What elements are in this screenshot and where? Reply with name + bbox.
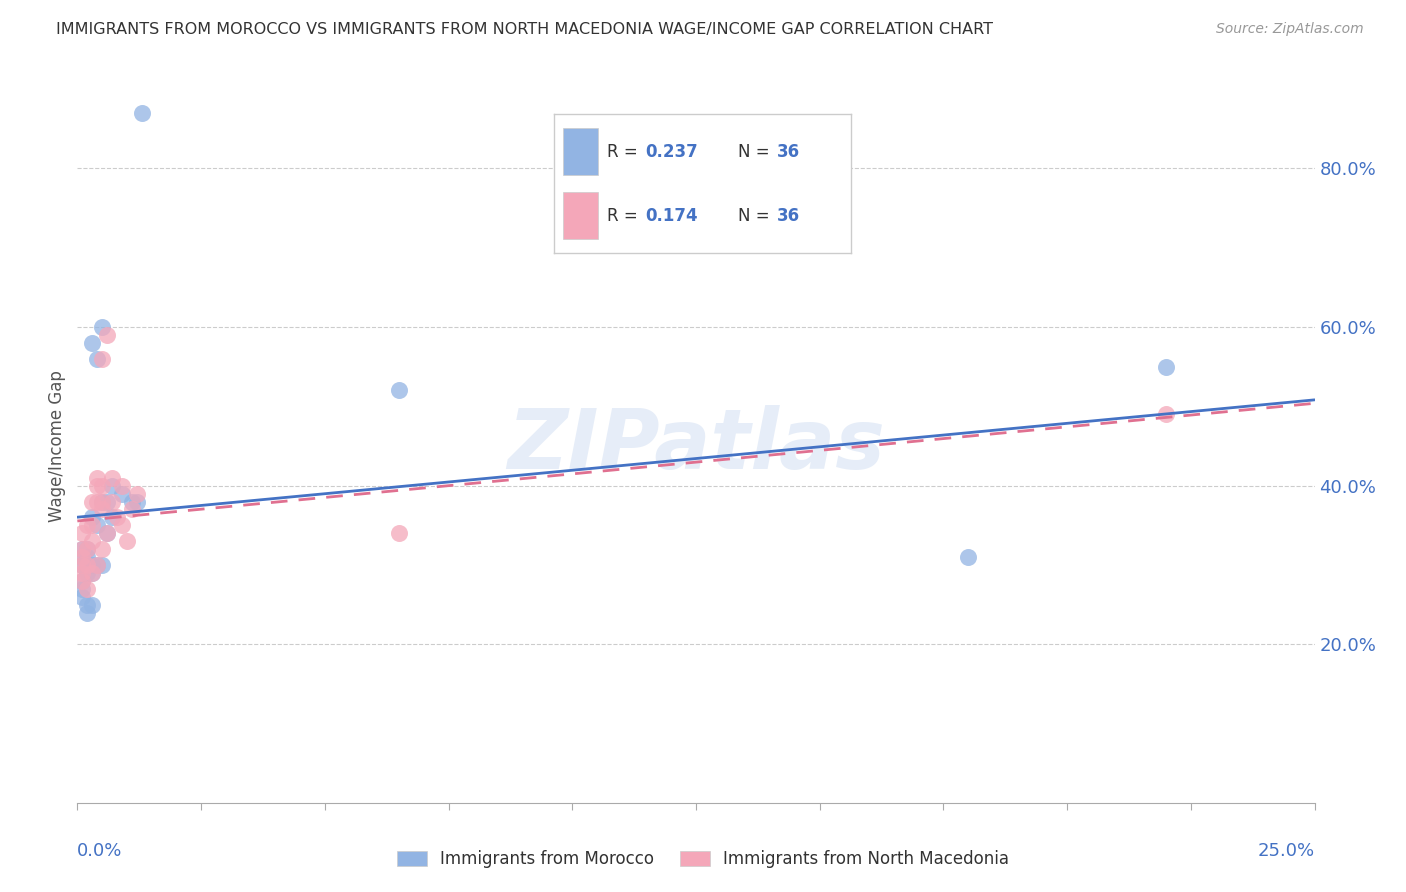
Point [388, 384, 411, 398]
Point [76, 518, 98, 533]
Point [86, 518, 108, 533]
Point [86, 494, 108, 508]
Point [111, 518, 134, 533]
Point [91, 542, 114, 557]
Point [76, 558, 98, 572]
Point [72, 574, 94, 588]
Point [125, 494, 148, 508]
Point [101, 471, 124, 485]
Point [82, 534, 104, 549]
Point [957, 549, 980, 564]
Point [1154, 407, 1177, 421]
Point [72, 542, 94, 557]
Point [76, 549, 98, 564]
Point [72, 526, 94, 541]
Point [72, 566, 94, 580]
Point [125, 486, 148, 500]
Point [82, 566, 104, 580]
Point [101, 510, 124, 524]
Point [96, 328, 118, 343]
Point [96, 526, 118, 541]
Text: ZIPatlas: ZIPatlas [508, 406, 884, 486]
Point [111, 478, 134, 492]
Point [76, 598, 98, 612]
Point [82, 518, 104, 533]
Point [91, 558, 114, 572]
Point [76, 558, 98, 572]
Point [76, 582, 98, 596]
Point [91, 502, 114, 516]
Point [86, 558, 108, 572]
Point [72, 549, 94, 564]
Point [86, 478, 108, 492]
Point [1154, 359, 1177, 374]
Text: 0.0%: 0.0% [77, 842, 122, 860]
Point [121, 494, 143, 508]
Point [72, 558, 94, 572]
Legend: Immigrants from Morocco, Immigrants from North Macedonia: Immigrants from Morocco, Immigrants from… [391, 844, 1015, 875]
Point [91, 351, 114, 366]
Text: Source: ZipAtlas.com: Source: ZipAtlas.com [1216, 22, 1364, 37]
Point [111, 486, 134, 500]
Point [91, 320, 114, 334]
Point [131, 106, 153, 120]
Point [72, 582, 94, 596]
Point [101, 494, 124, 508]
Point [72, 590, 94, 604]
Point [101, 478, 124, 492]
Point [76, 566, 98, 580]
Point [76, 542, 98, 557]
Point [76, 606, 98, 620]
Point [82, 335, 104, 350]
Point [72, 549, 94, 564]
Point [86, 471, 108, 485]
Point [121, 502, 143, 516]
Point [76, 542, 98, 557]
Point [82, 510, 104, 524]
Point [72, 574, 94, 588]
Point [82, 558, 104, 572]
Point [82, 598, 104, 612]
Point [96, 494, 118, 508]
Text: 25.0%: 25.0% [1257, 842, 1315, 860]
Point [105, 510, 128, 524]
Point [86, 351, 108, 366]
Point [91, 494, 114, 508]
Point [82, 566, 104, 580]
Point [96, 526, 118, 541]
Point [72, 558, 94, 572]
Point [388, 526, 411, 541]
Point [91, 478, 114, 492]
Point [115, 534, 138, 549]
Point [82, 494, 104, 508]
Point [86, 558, 108, 572]
Y-axis label: Wage/Income Gap: Wage/Income Gap [48, 370, 66, 522]
Point [72, 542, 94, 557]
Point [91, 494, 114, 508]
Text: IMMIGRANTS FROM MOROCCO VS IMMIGRANTS FROM NORTH MACEDONIA WAGE/INCOME GAP CORRE: IMMIGRANTS FROM MOROCCO VS IMMIGRANTS FR… [56, 22, 993, 37]
